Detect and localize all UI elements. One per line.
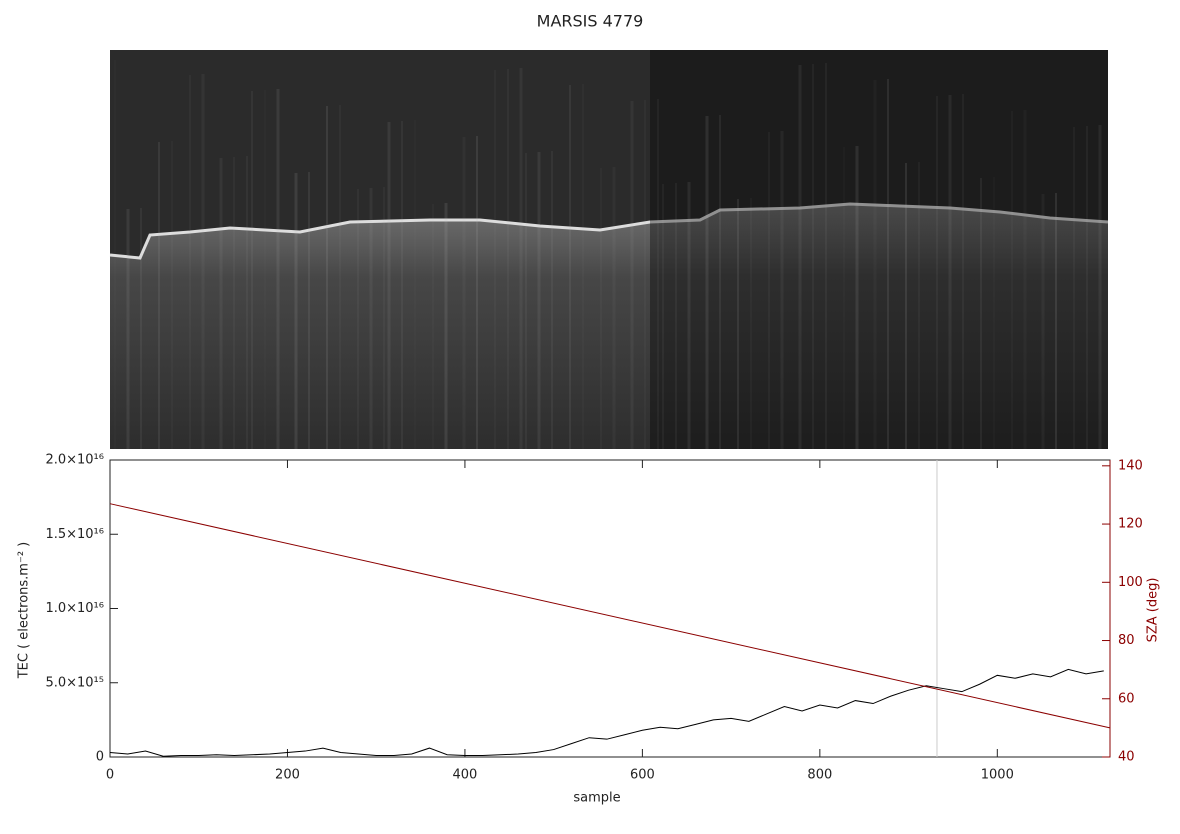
series-line (109, 668, 1104, 757)
x-tick-label: 0 (106, 768, 114, 783)
x-tick-label: 600 (630, 768, 655, 783)
y2-tick-label: 60 (1118, 691, 1135, 706)
y2-tick-label: 80 (1118, 633, 1135, 648)
y2-tick-label: 40 (1118, 750, 1135, 765)
y-tick-label: 2.0×10¹⁶ (45, 453, 104, 468)
x-tick-label: 400 (453, 768, 478, 783)
y2-tick-label: 120 (1118, 517, 1143, 532)
y2-tick-label: 140 (1118, 458, 1143, 473)
y-axis-label: TEC ( electrons.m⁻² ) (17, 542, 32, 680)
chart-title: MARSIS 4779 (537, 12, 644, 31)
y-tick-label: 0 (96, 750, 104, 765)
y-tick-label: 1.5×10¹⁶ (45, 527, 104, 542)
x-tick-label: 1000 (981, 768, 1014, 783)
x-tick-label: 200 (275, 768, 300, 783)
y2-axis-label: SZA (deg) (1146, 578, 1161, 643)
y2-tick-label: 100 (1118, 575, 1143, 590)
plot-frame (109, 459, 1111, 758)
x-tick-label: 800 (807, 768, 832, 783)
x-axis-label: sample (573, 791, 620, 806)
y-tick-label: 5.0×10¹⁵ (45, 675, 104, 690)
series-line (109, 503, 1111, 729)
radargram (109, 50, 1109, 449)
y-tick-label: 1.0×10¹⁶ (45, 601, 104, 616)
